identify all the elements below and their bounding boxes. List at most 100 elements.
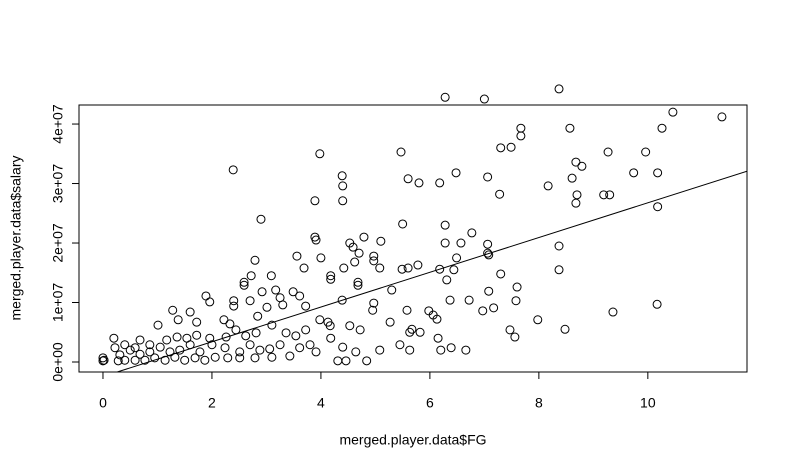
point — [150, 353, 160, 363]
point — [305, 340, 315, 350]
y-tick-label: 2e+07 — [50, 223, 66, 263]
point — [339, 263, 349, 273]
point — [113, 356, 123, 366]
point — [629, 168, 639, 178]
point — [130, 343, 140, 353]
point — [311, 235, 321, 245]
point — [135, 349, 145, 359]
point — [405, 327, 415, 337]
point — [295, 343, 305, 353]
point — [451, 168, 461, 178]
point — [456, 238, 466, 248]
point — [571, 198, 581, 208]
point — [496, 143, 506, 153]
regression-line — [115, 170, 747, 372]
point — [433, 333, 443, 343]
point — [510, 332, 520, 342]
point — [560, 324, 570, 334]
point — [369, 256, 379, 266]
point — [567, 173, 577, 183]
point — [267, 352, 277, 362]
point — [483, 172, 493, 182]
point — [229, 296, 239, 306]
point — [414, 178, 424, 188]
point — [145, 347, 155, 357]
point — [483, 248, 493, 258]
point — [483, 239, 493, 249]
x-tick-label: 4 — [317, 395, 325, 411]
point — [155, 342, 165, 352]
point — [641, 147, 651, 157]
point — [110, 343, 120, 353]
point — [311, 347, 321, 357]
point — [99, 355, 109, 365]
point — [397, 264, 407, 274]
point — [376, 236, 386, 246]
y-tick-label: 3e+07 — [50, 164, 66, 204]
point — [369, 298, 379, 308]
point — [353, 280, 363, 290]
point — [251, 328, 261, 338]
point — [241, 331, 251, 341]
point — [253, 311, 263, 321]
point — [229, 301, 239, 311]
point — [717, 112, 727, 122]
point — [511, 296, 521, 306]
point — [245, 340, 255, 350]
point — [489, 303, 499, 313]
point — [250, 353, 260, 363]
point — [396, 147, 406, 157]
x-tick-label: 8 — [535, 395, 543, 411]
point — [338, 196, 348, 206]
point — [375, 263, 385, 273]
x-axis-title: merged.player.data$FG — [339, 432, 486, 448]
point — [295, 291, 305, 301]
point — [452, 253, 462, 263]
point — [221, 332, 231, 342]
point — [109, 333, 119, 343]
point — [435, 178, 445, 188]
point — [153, 320, 163, 330]
point — [326, 274, 336, 284]
point — [362, 356, 372, 366]
point — [120, 355, 130, 365]
point — [310, 196, 320, 206]
point — [278, 300, 288, 310]
point — [255, 345, 265, 355]
point — [115, 350, 125, 360]
point — [285, 351, 295, 361]
point — [442, 275, 452, 285]
point — [571, 157, 581, 167]
point — [292, 251, 302, 261]
point — [446, 343, 456, 353]
point — [245, 296, 255, 306]
point — [145, 340, 155, 350]
point — [192, 317, 202, 327]
point — [608, 307, 618, 317]
point — [315, 315, 325, 325]
x-tick-label: 0 — [99, 395, 107, 411]
point — [326, 271, 336, 281]
point — [220, 343, 230, 353]
point — [440, 220, 450, 230]
point — [449, 265, 459, 275]
point — [125, 345, 135, 355]
point — [440, 238, 450, 248]
point — [162, 335, 172, 345]
point — [415, 327, 425, 337]
point — [195, 347, 205, 357]
point — [495, 189, 505, 199]
point — [333, 356, 343, 366]
point — [210, 352, 220, 362]
point — [135, 335, 145, 345]
point — [403, 263, 413, 273]
point — [402, 305, 412, 315]
point — [325, 321, 335, 331]
point — [301, 325, 311, 335]
y-tick-label: 1e+07 — [50, 283, 66, 323]
point — [385, 317, 395, 327]
point — [341, 356, 351, 366]
point — [512, 282, 522, 292]
point — [516, 123, 526, 133]
